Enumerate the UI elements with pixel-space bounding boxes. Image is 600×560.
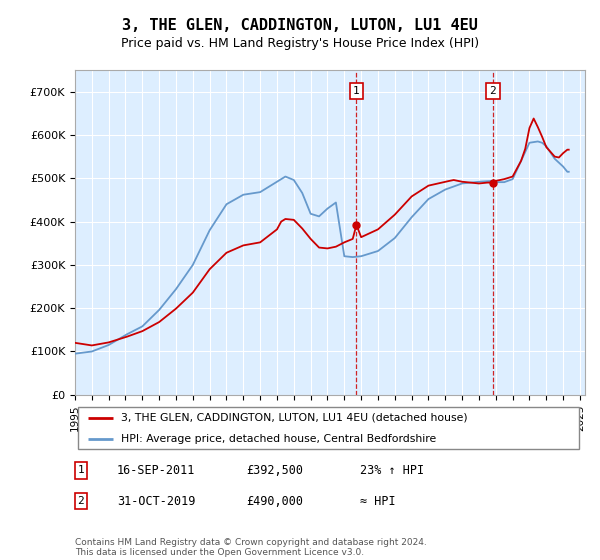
Text: 1: 1 — [77, 465, 85, 475]
Text: 3, THE GLEN, CADDINGTON, LUTON, LU1 4EU: 3, THE GLEN, CADDINGTON, LUTON, LU1 4EU — [122, 18, 478, 32]
Text: Price paid vs. HM Land Registry's House Price Index (HPI): Price paid vs. HM Land Registry's House … — [121, 36, 479, 50]
Text: HPI: Average price, detached house, Central Bedfordshire: HPI: Average price, detached house, Cent… — [121, 435, 436, 444]
Text: Contains HM Land Registry data © Crown copyright and database right 2024.
This d: Contains HM Land Registry data © Crown c… — [75, 538, 427, 557]
FancyBboxPatch shape — [77, 407, 580, 449]
Text: ≈ HPI: ≈ HPI — [360, 494, 395, 508]
Text: 16-SEP-2011: 16-SEP-2011 — [117, 464, 196, 477]
Text: 2: 2 — [490, 86, 496, 96]
Text: 3, THE GLEN, CADDINGTON, LUTON, LU1 4EU (detached house): 3, THE GLEN, CADDINGTON, LUTON, LU1 4EU … — [121, 413, 467, 423]
Text: £392,500: £392,500 — [246, 464, 303, 477]
Text: 23% ↑ HPI: 23% ↑ HPI — [360, 464, 424, 477]
Text: £490,000: £490,000 — [246, 494, 303, 508]
Text: 1: 1 — [353, 86, 360, 96]
Text: 31-OCT-2019: 31-OCT-2019 — [117, 494, 196, 508]
Text: 2: 2 — [77, 496, 85, 506]
